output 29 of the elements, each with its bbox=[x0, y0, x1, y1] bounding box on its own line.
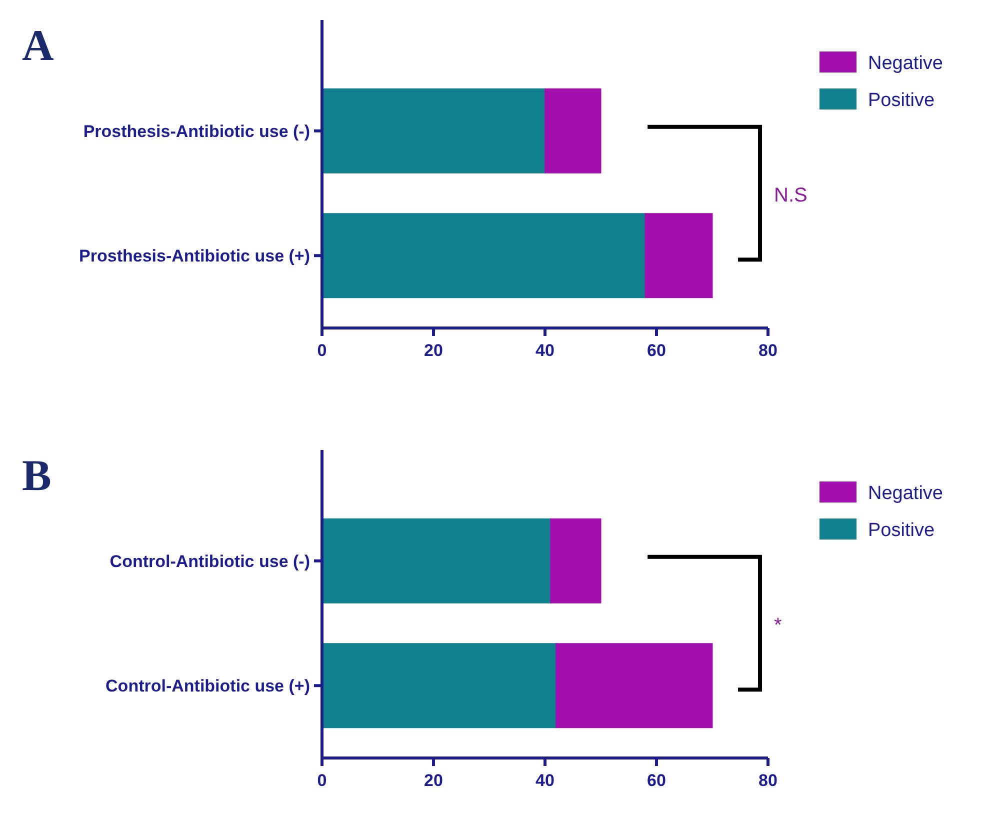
bar bbox=[644, 213, 713, 298]
x-tick-label: 0 bbox=[317, 771, 327, 790]
text: N.S bbox=[774, 184, 808, 206]
x-tick-label: 60 bbox=[647, 341, 666, 360]
x-tick-label: 20 bbox=[424, 341, 443, 360]
text: * bbox=[774, 614, 782, 636]
bar bbox=[550, 518, 602, 604]
legend-label: Negative bbox=[868, 53, 943, 74]
legend-label: Negative bbox=[868, 483, 943, 504]
y-tick-label: Prosthesis-Antibiotic use (-) bbox=[83, 122, 310, 141]
chart-title: A bbox=[22, 21, 54, 70]
bar bbox=[322, 518, 552, 604]
bar bbox=[322, 643, 557, 728]
bar bbox=[322, 88, 546, 174]
y-tick-label: Control-Antibiotic use (+) bbox=[106, 676, 310, 696]
x-tick-label: 40 bbox=[536, 341, 554, 360]
bar bbox=[322, 213, 646, 298]
legend-label: Positive bbox=[868, 90, 935, 111]
x-tick-label: 60 bbox=[647, 771, 666, 790]
y-tick-label: Prosthesis-Antibiotic use (+) bbox=[79, 246, 310, 266]
x-tick-label: 20 bbox=[424, 771, 443, 790]
x-tick-label: 80 bbox=[758, 341, 778, 360]
legend-label: Positive bbox=[868, 520, 935, 541]
bar bbox=[544, 88, 602, 174]
y-tick-label: Control-Antibiotic use (-) bbox=[110, 552, 310, 571]
x-tick-label: 80 bbox=[758, 771, 778, 790]
x-tick-label: 40 bbox=[536, 771, 554, 790]
chart-title: B bbox=[22, 451, 52, 500]
x-tick-label: 0 bbox=[317, 341, 327, 360]
